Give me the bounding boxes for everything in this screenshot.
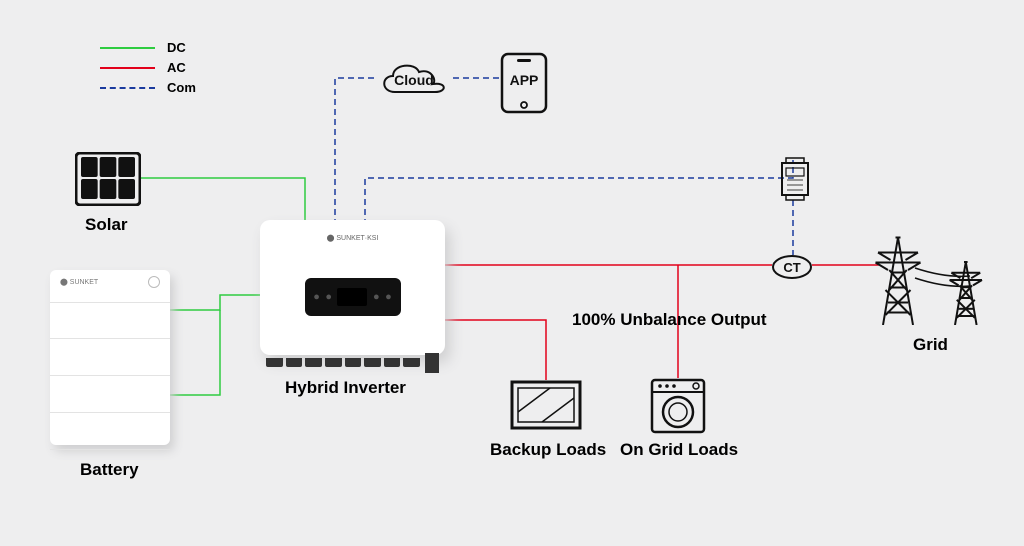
ct-icon: CT xyxy=(772,255,812,279)
ongrid-loads-icon xyxy=(650,378,706,434)
legend-label-ac: AC xyxy=(167,60,186,75)
inverter-label: Hybrid Inverter xyxy=(285,378,406,398)
unbalance-label: 100% Unbalance Output xyxy=(572,310,767,330)
ongrid-label: On Grid Loads xyxy=(620,440,738,460)
app-phone-icon: APP xyxy=(500,52,548,114)
solar-panel-icon xyxy=(75,152,141,206)
battery-label: Battery xyxy=(80,460,139,480)
cloud-icon: Cloud xyxy=(375,58,453,100)
solar-label: Solar xyxy=(85,215,128,235)
grid-label: Grid xyxy=(913,335,948,355)
svg-text:APP: APP xyxy=(510,72,539,88)
backup-label: Backup Loads xyxy=(490,440,606,460)
grid-towers-icon xyxy=(875,230,995,325)
meter-icon xyxy=(780,157,810,201)
legend-label-com: Com xyxy=(167,80,196,95)
hybrid-inverter-icon: ⬤ SUNKET·KSI ●● ●● xyxy=(260,220,445,355)
backup-loads-icon xyxy=(510,380,582,430)
svg-text:CT: CT xyxy=(783,260,800,275)
svg-text:Cloud: Cloud xyxy=(394,72,434,88)
legend-label-dc: DC xyxy=(167,40,186,55)
diagram-canvas: DC AC Com Solar ⬤ SUNKET Battery ⬤ SUNKET·… xyxy=(0,0,1024,546)
battery-icon: ⬤ SUNKET xyxy=(50,270,170,445)
